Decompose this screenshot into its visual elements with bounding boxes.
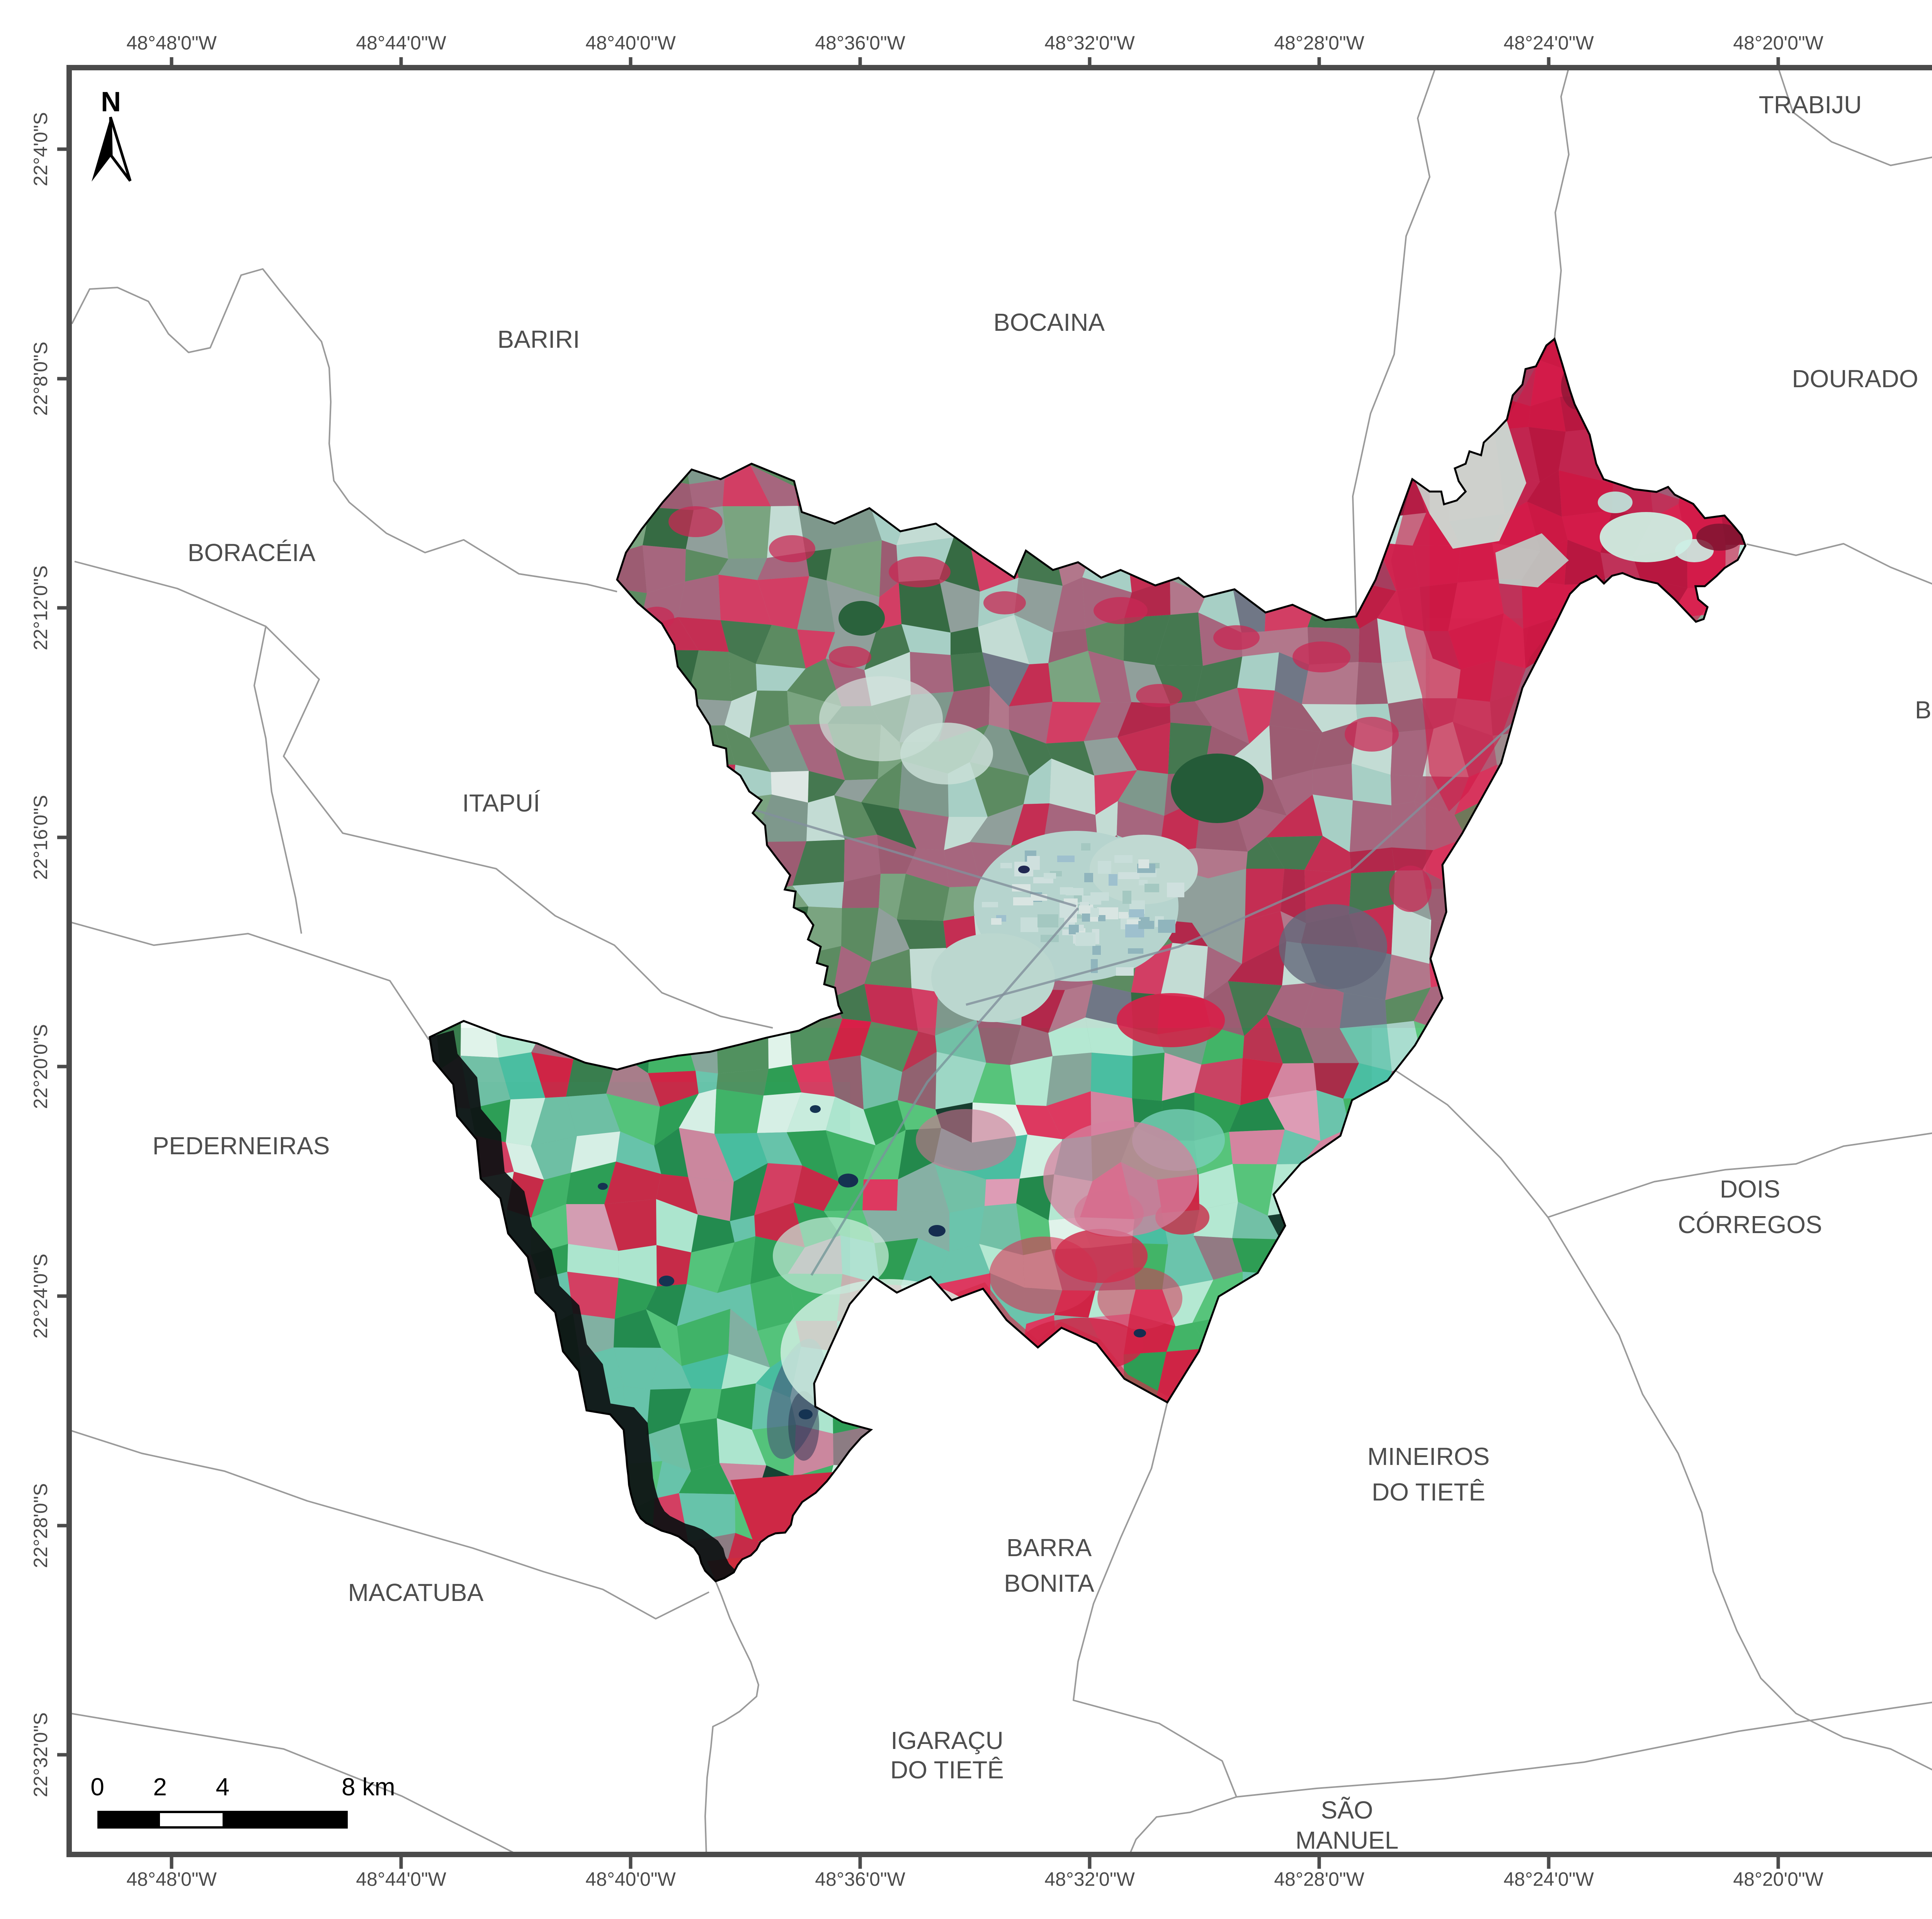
svg-text:22°4'0"S: 22°4'0"S	[30, 112, 51, 186]
svg-text:22°12'0"S: 22°12'0"S	[30, 565, 51, 650]
svg-text:BARRA: BARRA	[1007, 1534, 1092, 1562]
svg-text:22°16'0"S: 22°16'0"S	[30, 795, 51, 880]
svg-text:22°24'0"S: 22°24'0"S	[30, 1254, 51, 1339]
svg-text:DO TIETÊ: DO TIETÊ	[890, 1756, 1004, 1784]
svg-text:48°44'0"W: 48°44'0"W	[356, 32, 446, 54]
svg-text:8 km: 8 km	[342, 1773, 395, 1801]
svg-text:4: 4	[216, 1773, 230, 1801]
svg-text:N: N	[101, 87, 121, 117]
svg-text:48°36'0"W: 48°36'0"W	[815, 1868, 905, 1890]
svg-text:IGARAÇU: IGARAÇU	[891, 1727, 1003, 1754]
svg-text:DOURADO: DOURADO	[1792, 365, 1918, 393]
svg-text:48°20'0"W: 48°20'0"W	[1733, 1868, 1823, 1890]
svg-text:48°48'0"W: 48°48'0"W	[126, 1868, 217, 1890]
svg-text:48°44'0"W: 48°44'0"W	[356, 1868, 446, 1890]
svg-text:48°24'0"W: 48°24'0"W	[1503, 32, 1594, 54]
svg-text:DO TIETÊ: DO TIETÊ	[1372, 1478, 1485, 1506]
svg-text:MINEIROS: MINEIROS	[1367, 1443, 1490, 1470]
svg-text:48°36'0"W: 48°36'0"W	[815, 32, 905, 54]
svg-text:MANUEL: MANUEL	[1296, 1826, 1399, 1854]
svg-text:48°24'0"W: 48°24'0"W	[1503, 1868, 1594, 1890]
svg-text:SÃO: SÃO	[1321, 1796, 1373, 1824]
svg-text:48°28'0"W: 48°28'0"W	[1274, 32, 1364, 54]
svg-text:BONITA: BONITA	[1004, 1569, 1094, 1597]
svg-text:22°20'0"S: 22°20'0"S	[30, 1024, 51, 1109]
svg-text:48°32'0"W: 48°32'0"W	[1044, 1868, 1135, 1890]
svg-text:BROTAS: BROTAS	[1915, 696, 1932, 724]
svg-text:DOIS: DOIS	[1720, 1175, 1780, 1203]
svg-text:48°32'0"W: 48°32'0"W	[1044, 32, 1135, 54]
svg-text:22°8'0"S: 22°8'0"S	[30, 342, 51, 416]
svg-text:22°28'0"S: 22°28'0"S	[30, 1483, 51, 1568]
svg-text:48°40'0"W: 48°40'0"W	[585, 1868, 676, 1890]
svg-text:BOCAINA: BOCAINA	[993, 308, 1105, 336]
svg-text:48°28'0"W: 48°28'0"W	[1274, 1868, 1364, 1890]
svg-text:0: 0	[90, 1773, 104, 1801]
svg-text:48°40'0"W: 48°40'0"W	[585, 32, 676, 54]
svg-text:TRABIJU: TRABIJU	[1759, 91, 1862, 119]
svg-text:BARIRI: BARIRI	[497, 325, 580, 353]
svg-text:PEDERNEIRAS: PEDERNEIRAS	[153, 1132, 330, 1160]
svg-text:2: 2	[153, 1773, 167, 1801]
svg-text:22°32'0"S: 22°32'0"S	[30, 1712, 51, 1797]
svg-text:MACATUBA: MACATUBA	[348, 1579, 484, 1606]
svg-text:BORACÉIA: BORACÉIA	[188, 539, 316, 567]
svg-text:48°48'0"W: 48°48'0"W	[126, 32, 217, 54]
svg-text:ITAPUÍ: ITAPUÍ	[462, 789, 540, 817]
svg-text:CÓRREGOS: CÓRREGOS	[1678, 1211, 1822, 1239]
svg-text:48°20'0"W: 48°20'0"W	[1733, 32, 1823, 54]
